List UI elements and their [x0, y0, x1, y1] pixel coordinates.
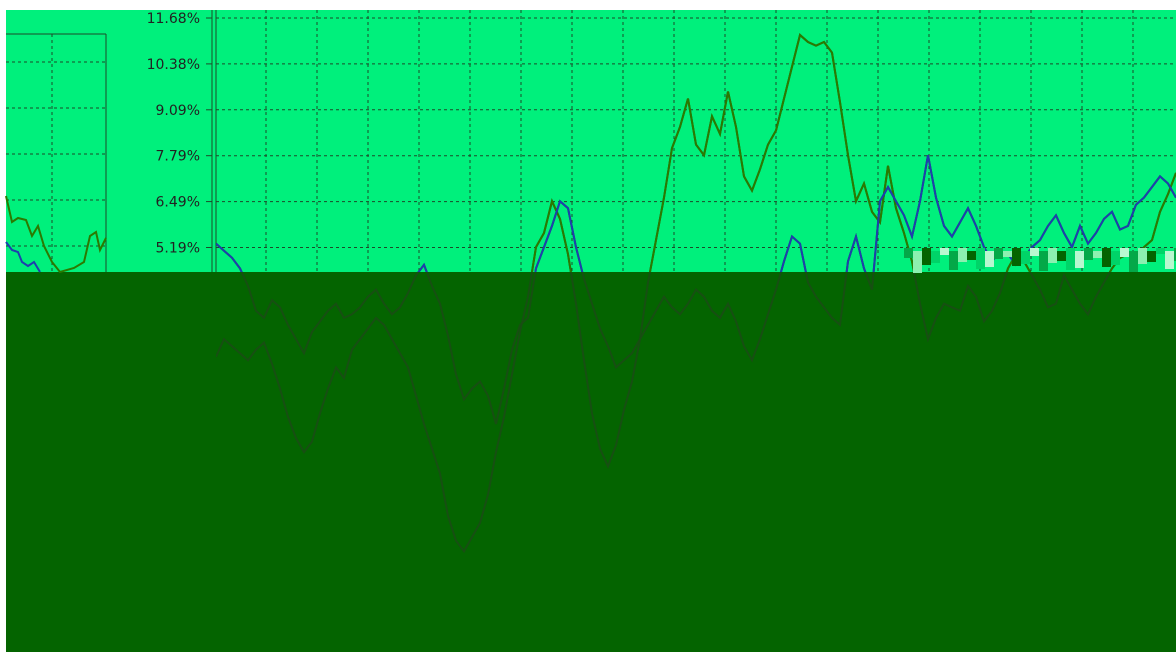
overlay-block [6, 272, 1176, 652]
glitch-block [931, 251, 940, 263]
glitch-block [1066, 248, 1075, 270]
glitch-block [1147, 251, 1156, 262]
glitch-block [1012, 248, 1021, 266]
glitch-block [1156, 248, 1165, 254]
top-strip [890, 0, 1176, 10]
mini-series-green [5, 195, 107, 274]
glitch-block [967, 251, 976, 260]
glitch-block [913, 251, 922, 273]
glitch-block [1030, 248, 1039, 256]
y-tick-label: 7.79% [156, 149, 200, 165]
glitch-block [1165, 251, 1174, 269]
glitch-block [1075, 251, 1084, 268]
glitch-block [1039, 251, 1048, 271]
y-tick-label: 9.09% [156, 103, 200, 119]
glitch-block [1021, 251, 1030, 264]
glitch-block [994, 248, 1003, 259]
mini-series-blue [5, 241, 41, 273]
glitch-block [1102, 248, 1111, 267]
grid [216, 10, 1176, 272]
y-tick-label: 10.38% [147, 57, 200, 73]
glitch-block [904, 248, 913, 258]
y-tick-label: 6.49% [156, 195, 200, 211]
glitch-block [1084, 248, 1093, 260]
glitch-block [940, 248, 949, 255]
y-tick-label: 11.68% [147, 11, 200, 27]
mini-panel [5, 33, 107, 274]
glitch-block [1093, 251, 1102, 258]
glitch-strip [904, 248, 1176, 273]
glitch-block [949, 251, 958, 270]
glitch-block [1111, 251, 1120, 265]
glitch-block [1120, 248, 1129, 257]
glitch-block [1048, 248, 1057, 263]
glitch-block [1057, 251, 1066, 261]
glitch-block [985, 251, 994, 267]
plot-background [6, 10, 1176, 272]
y-axis-ticks: 11.68% 10.38% 9.09% 7.79% 6.49% 5.19% [147, 11, 212, 257]
glitch-block [1129, 251, 1138, 272]
glitch-block [922, 248, 931, 265]
y-tick-label: 5.19% [156, 241, 200, 257]
glitch-block [958, 248, 967, 262]
glitch-block [1174, 248, 1176, 261]
glitch-block [1003, 251, 1012, 257]
glitch-block [976, 248, 985, 269]
glitch-block [1138, 248, 1147, 264]
